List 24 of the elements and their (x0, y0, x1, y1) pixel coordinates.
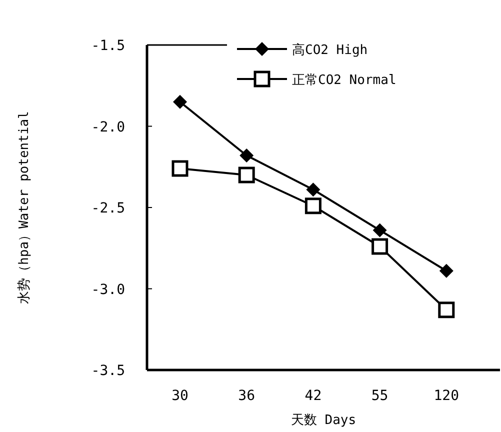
x-tick-label: 120 (434, 388, 460, 404)
point (306, 182, 320, 197)
point (439, 264, 454, 278)
y-tick-label: -3.5 (91, 363, 125, 379)
y-tick-label: -2.5 (91, 200, 125, 216)
x-tick-label: 42 (304, 388, 322, 404)
legend-label: 正常CO2 Normal (292, 73, 396, 88)
point (304, 198, 322, 214)
point (372, 238, 388, 255)
y-axis-title: 水势（hpa）Water potential (17, 111, 32, 304)
y-tick-label: -3.0 (91, 282, 125, 298)
y-tick-label: -1.5 (91, 38, 125, 54)
x-tick-label: 30 (172, 388, 188, 404)
point (372, 223, 387, 238)
point (173, 94, 187, 109)
x-tick-label: 55 (371, 388, 388, 404)
legend-label: 高CO2 High (292, 42, 368, 58)
x-tick-label: 36 (238, 388, 256, 404)
x-axis-title: 天数 Days (290, 413, 356, 428)
point (238, 166, 255, 184)
point (240, 148, 254, 162)
point (438, 302, 455, 318)
point (172, 160, 188, 177)
y-tick-label: -2.0 (91, 119, 125, 136)
